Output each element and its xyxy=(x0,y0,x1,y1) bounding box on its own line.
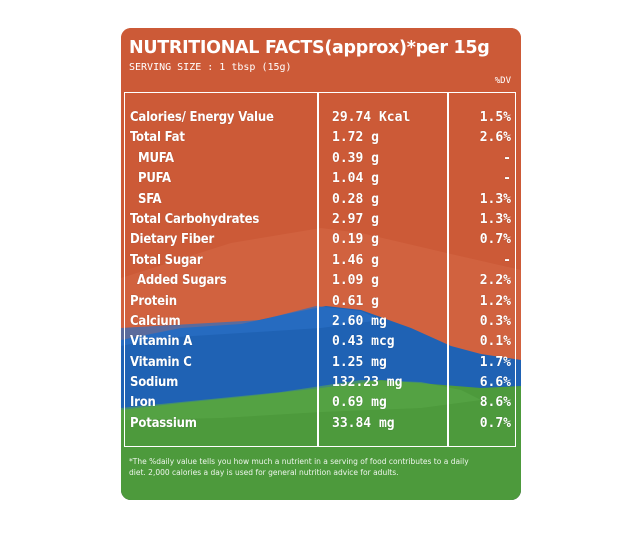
table-row: Added Sugars 1.09 g 2.2% xyxy=(121,271,521,291)
nutrient-name: Vitamin C xyxy=(130,354,192,370)
nutrient-name: Calcium xyxy=(130,313,181,329)
nutrient-value: 0.43 mcg xyxy=(332,334,395,350)
background-mountains-graphic xyxy=(121,28,521,500)
nutrient-name: Protein xyxy=(130,293,177,309)
table-row: Total Fat 1.72 g 2.6% xyxy=(121,128,521,148)
table-row: Calories/ Energy Value 29.74 Kcal 1.5% xyxy=(121,108,521,128)
column-divider xyxy=(317,92,319,447)
table-row: Dietary Fiber 0.19 g 0.7% xyxy=(121,230,521,250)
nutrient-dv: - xyxy=(503,150,511,166)
table-row: Total Sugar 1.46 g - xyxy=(121,251,521,271)
column-divider xyxy=(447,92,449,447)
nutrient-name: Added Sugars xyxy=(137,273,227,289)
nutrient-value: 1.25 mg xyxy=(332,354,387,370)
footnote: *The %daily value tells you how much a n… xyxy=(129,457,469,477)
nutrient-dv: 1.5% xyxy=(479,110,511,125)
nutrient-value: 0.39 g xyxy=(332,150,379,166)
nutrient-name: PUFA xyxy=(138,171,171,187)
nutrient-value: 132.23 mg xyxy=(332,375,403,391)
nutrient-name: SFA xyxy=(138,191,162,207)
nutrient-dv: 1.2% xyxy=(479,293,511,309)
dv-column-header: %DV xyxy=(494,76,511,86)
nutrient-value: 1.72 g xyxy=(332,130,379,146)
nutrient-value: 33.84 mg xyxy=(332,415,395,431)
nutrient-name: MUFA xyxy=(138,150,174,166)
nutrient-dv: 1.3% xyxy=(479,191,511,207)
label-header: NUTRITIONAL FACTS(approx)*per 15g SERVIN… xyxy=(129,38,513,73)
nutrient-dv: - xyxy=(503,171,511,187)
nutrition-label: NUTRITIONAL FACTS(approx)*per 15g SERVIN… xyxy=(121,28,521,500)
serving-size: SERVING SIZE : 1 tbsp (15g) xyxy=(129,62,292,73)
nutrient-dv: 1.7% xyxy=(479,354,511,370)
nutrient-name: Vitamin A xyxy=(130,334,193,350)
nutrient-name: Potassium xyxy=(130,415,197,431)
table-row: Calcium 2.60 mg 0.3% xyxy=(121,312,521,332)
nutrient-name: Total Fat xyxy=(130,130,185,146)
nutrient-value: 29.74 Kcal xyxy=(332,110,411,125)
nutrient-name: Total Carbohydrates xyxy=(130,211,260,227)
nutrient-name: Dietary Fiber xyxy=(130,232,215,248)
nutrient-name: Calories/ Energy Value xyxy=(130,110,274,125)
table-row: Potassium 33.84 mg 0.7% xyxy=(121,414,521,434)
table-row: Vitamin C 1.25 mg 1.7% xyxy=(121,353,521,373)
nutrient-value: 1.04 g xyxy=(332,171,379,187)
nutrient-value: 0.19 g xyxy=(332,232,379,248)
nutrient-name: Total Sugar xyxy=(130,252,203,268)
nutrient-value: 2.60 mg xyxy=(332,313,387,329)
nutrient-name: Sodium xyxy=(130,375,179,391)
nutrient-table: Calories/ Energy Value 29.74 Kcal 1.5% Tota… xyxy=(121,108,521,434)
label-title: NUTRITIONAL FACTS(approx)*per 15g xyxy=(129,38,490,58)
nutrient-value: 0.61 g xyxy=(332,293,379,309)
nutrient-dv: 0.1% xyxy=(479,334,511,350)
table-row: MUFA 0.39 g - xyxy=(121,149,521,169)
nutrient-dv: 0.7% xyxy=(479,232,511,248)
table-row: Vitamin A 0.43 mcg 0.1% xyxy=(121,332,521,352)
nutrient-value: 0.69 mg xyxy=(332,395,387,411)
nutrient-name: Iron xyxy=(130,395,156,411)
nutrient-dv: 1.3% xyxy=(479,211,511,227)
nutrient-dv: 0.3% xyxy=(479,313,511,329)
nutrient-value: 1.46 g xyxy=(332,252,379,268)
table-row: SFA 0.28 g 1.3% xyxy=(121,190,521,210)
nutrient-value: 2.97 g xyxy=(332,211,379,227)
nutrient-dv: 6.6% xyxy=(479,375,511,391)
nutrient-dv: 2.6% xyxy=(479,130,511,146)
table-row: Total Carbohydrates 2.97 g 1.3% xyxy=(121,210,521,230)
table-row: Sodium 132.23 mg 6.6% xyxy=(121,373,521,393)
nutrient-value: 1.09 g xyxy=(332,273,379,289)
table-row: PUFA 1.04 g - xyxy=(121,169,521,189)
nutrient-dv: 0.7% xyxy=(479,415,511,431)
nutrient-dv: 2.2% xyxy=(479,273,511,289)
table-row: Iron 0.69 mg 8.6% xyxy=(121,393,521,413)
table-frame xyxy=(124,92,516,447)
nutrient-dv: 8.6% xyxy=(479,395,511,411)
table-row: Protein 0.61 g 1.2% xyxy=(121,292,521,312)
nutrient-dv: - xyxy=(503,252,511,268)
nutrient-value: 0.28 g xyxy=(332,191,379,207)
